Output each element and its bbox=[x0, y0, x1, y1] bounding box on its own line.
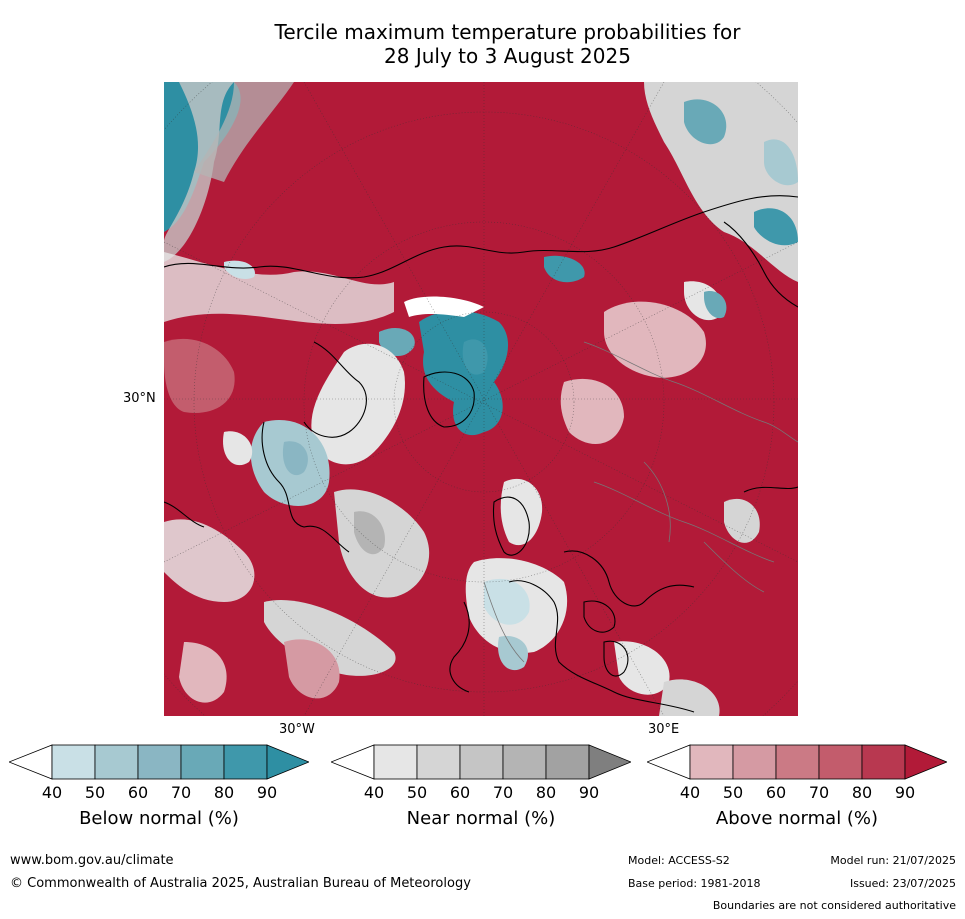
polar-stereographic-map bbox=[164, 82, 798, 716]
colorbar-below-tick: 80 bbox=[213, 783, 235, 802]
colorbar-below-normal bbox=[9, 744, 309, 780]
lon-label-30w: 30°W bbox=[279, 722, 315, 737]
colorbar-near-segment-3 bbox=[459, 744, 504, 780]
colorbar-near-label: Near normal (%) bbox=[406, 808, 556, 829]
footer-copyright: © Commonwealth of Australia 2025, Austra… bbox=[10, 876, 471, 891]
footer-disclaimer: Boundaries are not considered authoritat… bbox=[712, 899, 956, 912]
colorbar-above-label: Above normal (%) bbox=[715, 808, 879, 829]
footer-model-run: Model run: 21/07/2025 bbox=[830, 854, 956, 867]
colorbar-above-tick: 40 bbox=[679, 783, 701, 802]
colorbar-above-segment-4 bbox=[818, 744, 863, 780]
colorbar-near-tick: 50 bbox=[406, 783, 428, 802]
colorbar-above-arrow-high bbox=[904, 744, 947, 780]
title-line-1: Tercile maximum temperature probabilitie… bbox=[274, 20, 741, 44]
colorbar-below-arrow-high bbox=[266, 744, 309, 780]
colorbar-above-segment-5 bbox=[861, 744, 906, 780]
colorbar-below-segment-2 bbox=[94, 744, 139, 780]
colorbar-near-segment-2 bbox=[416, 744, 461, 780]
colorbar-below-arrow-low bbox=[9, 744, 53, 780]
colorbar-above-normal bbox=[647, 744, 947, 780]
colorbar-below-label: Below normal (%) bbox=[79, 808, 239, 829]
colorbar-below-segment-1 bbox=[51, 744, 96, 780]
footer-issued: Issued: 23/07/2025 bbox=[849, 877, 956, 890]
country-borders bbox=[483, 341, 798, 663]
colorbar-above-tick: 90 bbox=[894, 783, 916, 802]
colorbar-near-svg bbox=[331, 744, 631, 780]
below-normal-region-arctic bbox=[419, 310, 509, 436]
lat-label-30n: 30°N bbox=[123, 391, 156, 406]
colorbar-above-segment-2 bbox=[732, 744, 777, 780]
coastlines bbox=[164, 195, 798, 713]
colorbar-above-tick: 80 bbox=[851, 783, 873, 802]
colorbar-near-tick: 80 bbox=[535, 783, 557, 802]
colorbar-below-svg bbox=[9, 744, 309, 780]
colorbar-below-tick: 90 bbox=[256, 783, 278, 802]
colorbar-below-tick: 70 bbox=[170, 783, 192, 802]
colorbar-below-segment-3 bbox=[137, 744, 182, 780]
colorbar-below-tick: 60 bbox=[127, 783, 149, 802]
map-canvas bbox=[164, 82, 798, 716]
colorbar-above-tick: 50 bbox=[722, 783, 744, 802]
colorbar-near-normal bbox=[331, 744, 631, 780]
colorbar-near-tick: 60 bbox=[449, 783, 471, 802]
colorbar-below-segment-4 bbox=[180, 744, 225, 780]
colorbar-near-tick: 40 bbox=[363, 783, 385, 802]
colorbar-near-segment-5 bbox=[545, 744, 590, 780]
colorbar-near-segment-1 bbox=[373, 744, 418, 780]
footer-model: Model: ACCESS-S2 bbox=[628, 854, 730, 867]
colorbar-above-svg bbox=[647, 744, 947, 780]
footer-website: www.bom.gov.au/climate bbox=[10, 853, 174, 868]
colorbar-near-arrow-low bbox=[331, 744, 375, 780]
colorbar-near-tick: 90 bbox=[578, 783, 600, 802]
colorbar-below-segment-5 bbox=[223, 744, 268, 780]
colorbar-above-segment-1 bbox=[689, 744, 734, 780]
colorbar-above-segment-3 bbox=[775, 744, 820, 780]
colorbar-near-segment-4 bbox=[502, 744, 547, 780]
colorbar-near-arrow-high bbox=[588, 744, 631, 780]
colorbar-below-tick: 40 bbox=[41, 783, 63, 802]
chart-title: Tercile maximum temperature probabilitie… bbox=[0, 20, 965, 68]
colorbar-above-arrow-low bbox=[647, 744, 691, 780]
colorbar-above-tick: 70 bbox=[808, 783, 830, 802]
colorbar-above-tick: 60 bbox=[765, 783, 787, 802]
colorbar-below-tick: 50 bbox=[84, 783, 106, 802]
footer-base-period: Base period: 1981-2018 bbox=[628, 877, 761, 890]
lon-label-30e: 30°E bbox=[648, 722, 680, 737]
colorbar-near-tick: 70 bbox=[492, 783, 514, 802]
title-line-2: 28 July to 3 August 2025 bbox=[384, 44, 631, 68]
